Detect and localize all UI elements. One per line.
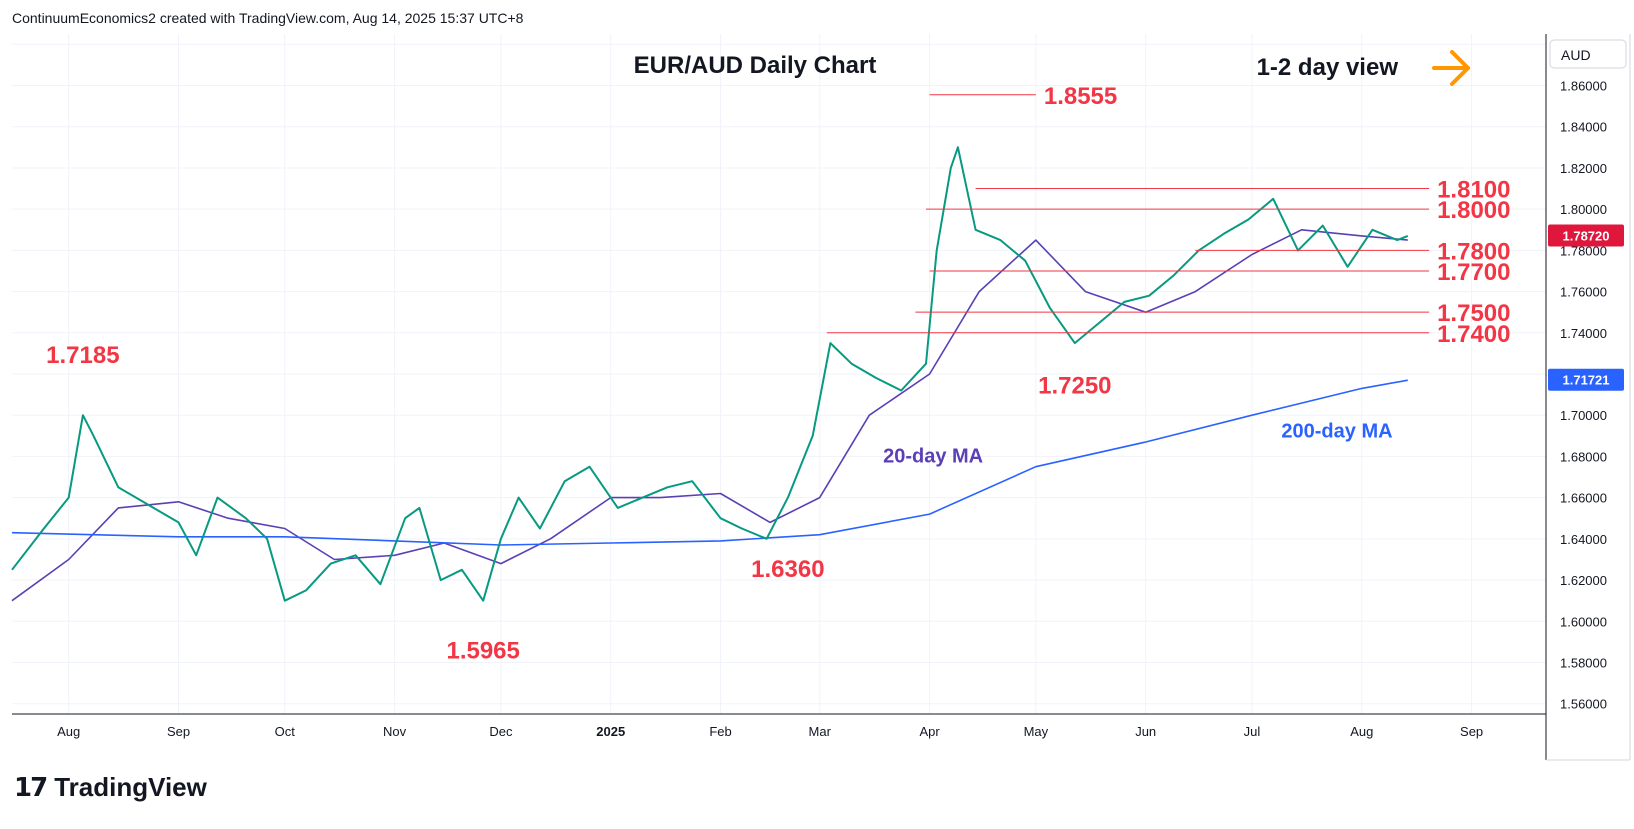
- x-tick-label: May: [1024, 724, 1049, 739]
- x-tick-label: Jun: [1135, 724, 1156, 739]
- y-tick-label: 1.84000: [1560, 120, 1607, 135]
- x-tick-label: Sep: [167, 724, 190, 739]
- y-tick-label: 1.68000: [1560, 449, 1607, 464]
- series-line-20-day-ma: [11, 229, 1408, 602]
- y-tick-label: 1.78000: [1560, 243, 1607, 258]
- y-tick-label: 1.62000: [1560, 573, 1607, 588]
- swing-label: 1.7185: [46, 342, 119, 369]
- x-tick-label: Feb: [709, 724, 731, 739]
- y-tick-label: 1.60000: [1560, 614, 1607, 629]
- x-tick-label: Apr: [919, 724, 940, 739]
- y-tick-label: 1.56000: [1560, 697, 1607, 712]
- price-series: [11, 146, 1409, 602]
- y-tick-label: 1.66000: [1560, 491, 1607, 506]
- y-tick-label: 1.64000: [1560, 532, 1607, 547]
- swing-label: 1.7250: [1038, 373, 1111, 400]
- tradingview-logo-icon: 17: [14, 772, 48, 803]
- level-label: 1.7700: [1437, 259, 1510, 286]
- y-tick-label: 1.76000: [1560, 285, 1607, 300]
- chart-annotations: EUR/AUD Daily Chart 1-2 day view AUD 20-…: [634, 39, 1627, 467]
- price-tag-label: 1.78720: [1563, 229, 1610, 244]
- level-label: 1.7500: [1437, 300, 1510, 327]
- chart-title: EUR/AUD Daily Chart: [634, 52, 877, 79]
- ma-label: 20-day MA: [883, 445, 983, 467]
- swing-label: 1.5965: [446, 637, 519, 664]
- level-label: 1.8000: [1437, 197, 1510, 224]
- price-tags: 1.78720 1.71721: [1548, 224, 1624, 391]
- level-label: 1.7400: [1437, 321, 1510, 348]
- x-tick-label: Aug: [1350, 724, 1373, 739]
- x-tick-label: Jul: [1244, 724, 1261, 739]
- tradingview-logo[interactable]: 17 TradingView: [14, 772, 207, 803]
- y-tick-label: 1.74000: [1560, 326, 1607, 341]
- series-line-eur-aud: [11, 146, 1409, 602]
- y-tick-label: 1.86000: [1560, 79, 1607, 94]
- view-label: 1-2 day view: [1257, 54, 1399, 81]
- grid: [12, 34, 1546, 714]
- axes: [12, 34, 1631, 761]
- arrow-right-icon: [1432, 50, 1470, 86]
- level-label: 1.7800: [1437, 238, 1510, 265]
- x-tick-label: Nov: [383, 724, 407, 739]
- currency-label: AUD: [1561, 47, 1591, 63]
- y-axis-ticks: 1.880001.860001.840001.820001.800001.780…: [1560, 37, 1607, 711]
- level-label: 1.8555: [1044, 83, 1117, 110]
- y-tick-label: 1.70000: [1560, 408, 1607, 423]
- series-line-200-day-ma: [11, 379, 1408, 546]
- tradingview-logo-text: TradingView: [54, 772, 207, 802]
- chart-credit: ContinuumEconomics2 created with Trading…: [12, 10, 524, 26]
- x-tick-label: Aug: [57, 724, 80, 739]
- swing-label: 1.6360: [751, 556, 824, 583]
- level-label: 1.8100: [1437, 177, 1510, 204]
- x-tick-label: Oct: [275, 724, 296, 739]
- price-tag-bg: [1548, 224, 1624, 247]
- moving-averages: [11, 229, 1408, 602]
- price-tag-bg: [1548, 368, 1624, 391]
- y-tick-label: 1.82000: [1560, 161, 1607, 176]
- x-axis-ticks: Aug Sep Oct Nov Dec 2025 Feb Mar Apr May Jun Jul Aug…: [57, 724, 1483, 739]
- price-tag-label: 1.71721: [1563, 373, 1610, 388]
- ma-label: 200-day MA: [1281, 421, 1392, 443]
- currency-box[interactable]: [1549, 39, 1627, 69]
- x-tick-label: 2025: [596, 724, 625, 739]
- x-tick-label: Mar: [809, 724, 832, 739]
- y-tick-label: 1.58000: [1560, 655, 1607, 670]
- x-tick-label: Dec: [489, 724, 513, 739]
- x-tick-label: Sep: [1460, 724, 1483, 739]
- y-tick-label: 1.80000: [1560, 202, 1607, 217]
